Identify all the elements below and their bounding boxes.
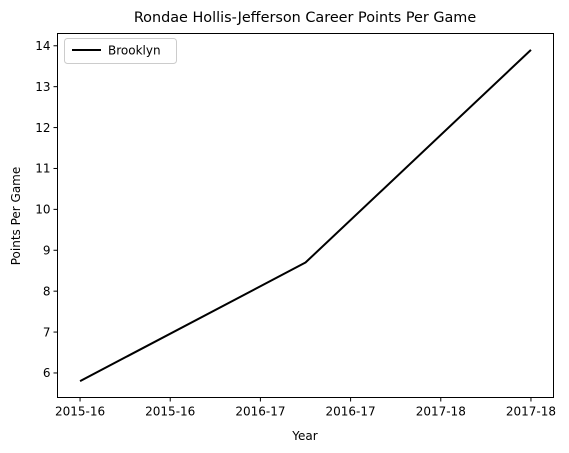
y-tick-label: 9	[43, 243, 51, 257]
series-line-brooklyn	[79, 49, 532, 383]
y-tick-label: 7	[43, 325, 51, 339]
x-tick-label: 2017-18	[416, 405, 466, 419]
y-tick-label: 8	[43, 284, 51, 298]
chart-title: Rondae Hollis-Jefferson Career Points Pe…	[134, 10, 477, 26]
legend-box	[64, 38, 177, 64]
x-tick-label: 2015-16	[145, 405, 195, 419]
legend: Brooklyn	[64, 38, 177, 64]
series-layer	[79, 49, 532, 383]
y-tick-label: 13	[35, 80, 50, 94]
y-axis-ticks: 6 7 8 9 10 11 12 13 14	[35, 39, 58, 380]
y-tick-label: 12	[35, 121, 50, 135]
y-tick-label: 14	[35, 39, 50, 53]
y-tick-label: 6	[43, 366, 51, 380]
y-tick-label: 11	[35, 162, 50, 176]
y-axis-label: Points Per Game	[9, 167, 23, 266]
x-tick-label: 2016-17	[235, 405, 285, 419]
plot-area	[57, 33, 554, 398]
x-axis-ticks: 2015-16 2015-16 2016-17 2016-17 2017-18 2017-…	[55, 397, 556, 419]
y-tick-label: 10	[35, 203, 50, 217]
x-tick-label: 2016-17	[326, 405, 376, 419]
x-axis-label: Year	[291, 429, 317, 443]
legend-label-brooklyn: Brooklyn	[108, 44, 161, 58]
x-tick-label: 2015-16	[55, 405, 105, 419]
x-tick-label: 2017-18	[506, 405, 556, 419]
